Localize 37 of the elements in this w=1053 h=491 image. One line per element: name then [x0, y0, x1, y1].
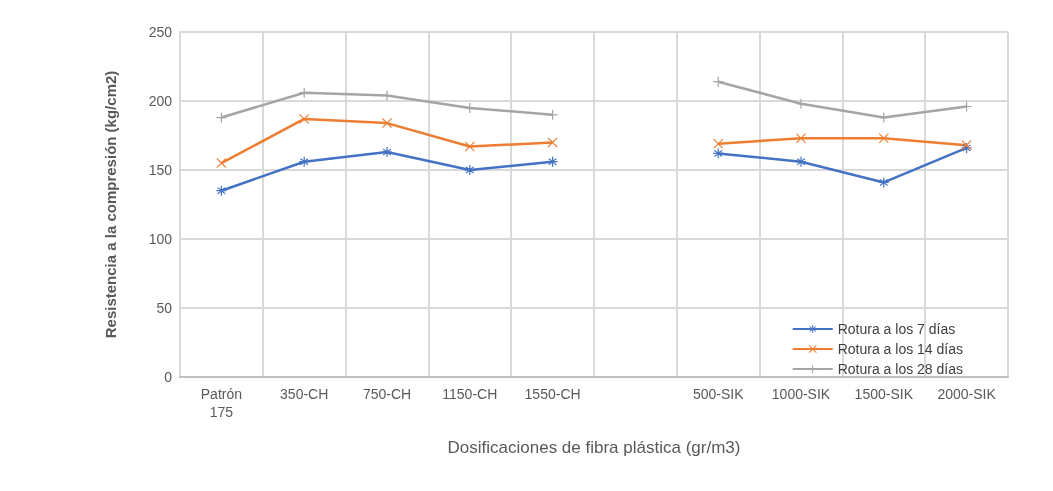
- point: [878, 133, 889, 144]
- point: [878, 177, 889, 188]
- legend-label: Rotura a los 7 días: [837, 321, 956, 337]
- point: [464, 165, 475, 175]
- x-tick-label: 350-CH: [280, 386, 329, 402]
- legend-label: Rotura a los 28 días: [837, 361, 963, 377]
- y-tick-label: 100: [148, 231, 173, 247]
- x-axis-title: Dosificaciones de fibra plástica (gr/m3): [447, 438, 741, 457]
- point: [713, 148, 724, 159]
- y-tick-label: 50: [156, 300, 173, 316]
- x-tick-label: 2000-SIK: [937, 386, 997, 402]
- point: [464, 141, 475, 152]
- legend-label: Rotura a los 14 días: [837, 341, 963, 357]
- y-tick-label: 0: [164, 369, 173, 385]
- x-tick-label: 1150-CH: [442, 386, 498, 402]
- point: [464, 102, 475, 113]
- point: [216, 185, 227, 196]
- y-tick-label: 250: [148, 24, 173, 40]
- point: [796, 156, 806, 167]
- point: [796, 133, 806, 144]
- point: [713, 138, 724, 149]
- y-tick-label: 150: [148, 162, 173, 178]
- x-tick-label: 1500-SIK: [854, 386, 914, 402]
- y-axis-title: Resistencia a la compresión (kg/cm2): [102, 70, 119, 339]
- x-tick-label: 1000-SIK: [771, 386, 831, 402]
- point: [299, 113, 310, 124]
- point: [216, 158, 227, 169]
- x-tick-label: 1550-CH: [524, 386, 581, 402]
- y-tick-label: 200: [148, 93, 173, 109]
- x-tick-label: 500-SIK: [692, 386, 745, 402]
- point: [547, 137, 558, 148]
- point: [547, 156, 558, 167]
- point: [796, 98, 806, 109]
- point: [299, 156, 310, 167]
- x-tick-label: 750-CH: [362, 386, 412, 402]
- point: [382, 147, 392, 158]
- x-tick-label: Patrón 175: [200, 386, 243, 420]
